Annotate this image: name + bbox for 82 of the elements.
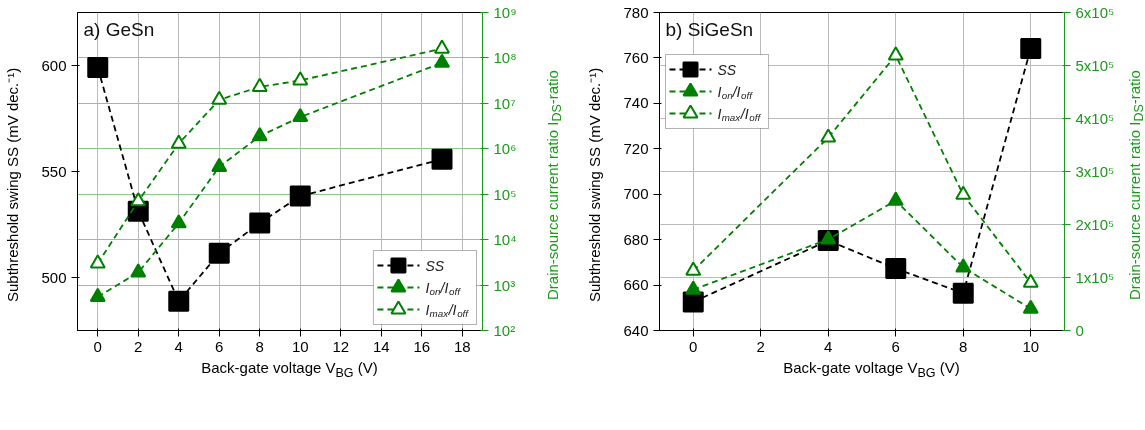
legend-label: SS xyxy=(717,61,737,78)
y2-tick-label: 10⁹ xyxy=(493,4,517,21)
point xyxy=(170,214,187,229)
x-tick-label: 18 xyxy=(453,337,471,355)
y-tick-label: 740 xyxy=(623,94,649,112)
x-tick-label: 6 xyxy=(891,337,900,355)
point xyxy=(952,282,974,304)
point xyxy=(887,46,904,61)
x-tick-label: 6 xyxy=(215,337,224,355)
x-axis-title: Back-gate voltage V$_{BG}$ (V) xyxy=(201,359,378,381)
point xyxy=(168,290,190,312)
x-tick-label: 10 xyxy=(1022,337,1040,355)
point xyxy=(87,57,109,79)
point xyxy=(130,192,147,207)
y2-tick-label: 1x10⁵ xyxy=(1075,269,1115,286)
x-tick-label: 4 xyxy=(174,337,183,355)
y2-tick-label: 10⁴ xyxy=(493,231,517,249)
x-tick-label: 2 xyxy=(134,337,143,355)
point xyxy=(955,185,972,200)
point xyxy=(292,71,309,86)
y2-tick-label: 3x10⁵ xyxy=(1075,163,1115,180)
y2-tick-label: 10² xyxy=(493,322,516,339)
chart-title: a) GeSn xyxy=(83,18,155,40)
x-tick-label: 10 xyxy=(291,337,309,355)
point xyxy=(431,148,453,170)
y-tick-label: 550 xyxy=(41,162,67,180)
point xyxy=(434,39,450,54)
x-axis-title: Back-gate voltage V$_{BG}$ (V) xyxy=(783,359,960,381)
y-tick-label: 600 xyxy=(41,56,67,74)
x-tick-label: 8 xyxy=(255,337,264,355)
y2-tick-label: 0 xyxy=(1075,322,1084,339)
y2-tick-label: 10⁷ xyxy=(493,94,516,112)
y2-tick-label: 10³ xyxy=(493,276,516,294)
point xyxy=(89,254,106,269)
point xyxy=(887,191,904,206)
y2-tick-label: 10⁶ xyxy=(493,140,517,158)
y2-tick-label: 4x10⁵ xyxy=(1075,110,1115,127)
point xyxy=(1020,37,1042,59)
y-tick-label: 500 xyxy=(41,268,67,286)
x-tick-label: 14 xyxy=(372,337,390,355)
y-axis-title: Subthreshold swing SS (mV dec.⁻¹) xyxy=(586,67,604,303)
legend-label: SS xyxy=(425,257,445,274)
y-tick-label: 720 xyxy=(623,139,649,157)
point xyxy=(208,242,230,264)
x-tick-label: 16 xyxy=(413,337,431,355)
x-tick-label: 2 xyxy=(756,337,765,355)
point xyxy=(434,53,450,68)
x-tick-label: 4 xyxy=(824,337,833,355)
point xyxy=(955,258,972,273)
y-tick-label: 760 xyxy=(623,48,649,66)
y-tick-label: 660 xyxy=(623,276,649,294)
y2-tick-label: 2x10⁵ xyxy=(1075,216,1115,233)
y-tick-label: 700 xyxy=(623,185,649,203)
point xyxy=(289,185,311,207)
x-tick-label: 0 xyxy=(93,337,102,355)
y2-tick-label: 10⁵ xyxy=(493,185,517,203)
point xyxy=(1022,273,1039,288)
point xyxy=(292,107,309,123)
y-tick-label: 680 xyxy=(623,230,649,248)
point xyxy=(885,257,907,279)
point xyxy=(211,157,228,172)
point xyxy=(170,134,187,149)
x-tick-label: 12 xyxy=(332,337,350,355)
point xyxy=(685,280,702,295)
point xyxy=(820,128,837,143)
point xyxy=(249,212,271,234)
point xyxy=(251,127,268,142)
y-tick-label: 640 xyxy=(623,321,649,339)
point xyxy=(251,77,268,92)
y2-tick-label: 5x10⁵ xyxy=(1075,57,1115,74)
point xyxy=(1022,299,1039,314)
y2-tick-label: 10⁸ xyxy=(493,49,517,67)
chart-title: b) SiGeSn xyxy=(665,18,754,40)
point xyxy=(211,90,228,105)
x-tick-label: 8 xyxy=(959,337,968,355)
point xyxy=(685,261,702,276)
x-tick-label: 0 xyxy=(689,337,698,355)
point xyxy=(130,263,147,278)
y-tick-label: 780 xyxy=(623,3,649,21)
y2-tick-label: 6x10⁵ xyxy=(1075,4,1115,21)
point xyxy=(89,287,106,302)
y-axis-title: Subthreshold swing SS (mV dec.⁻¹) xyxy=(4,67,22,303)
